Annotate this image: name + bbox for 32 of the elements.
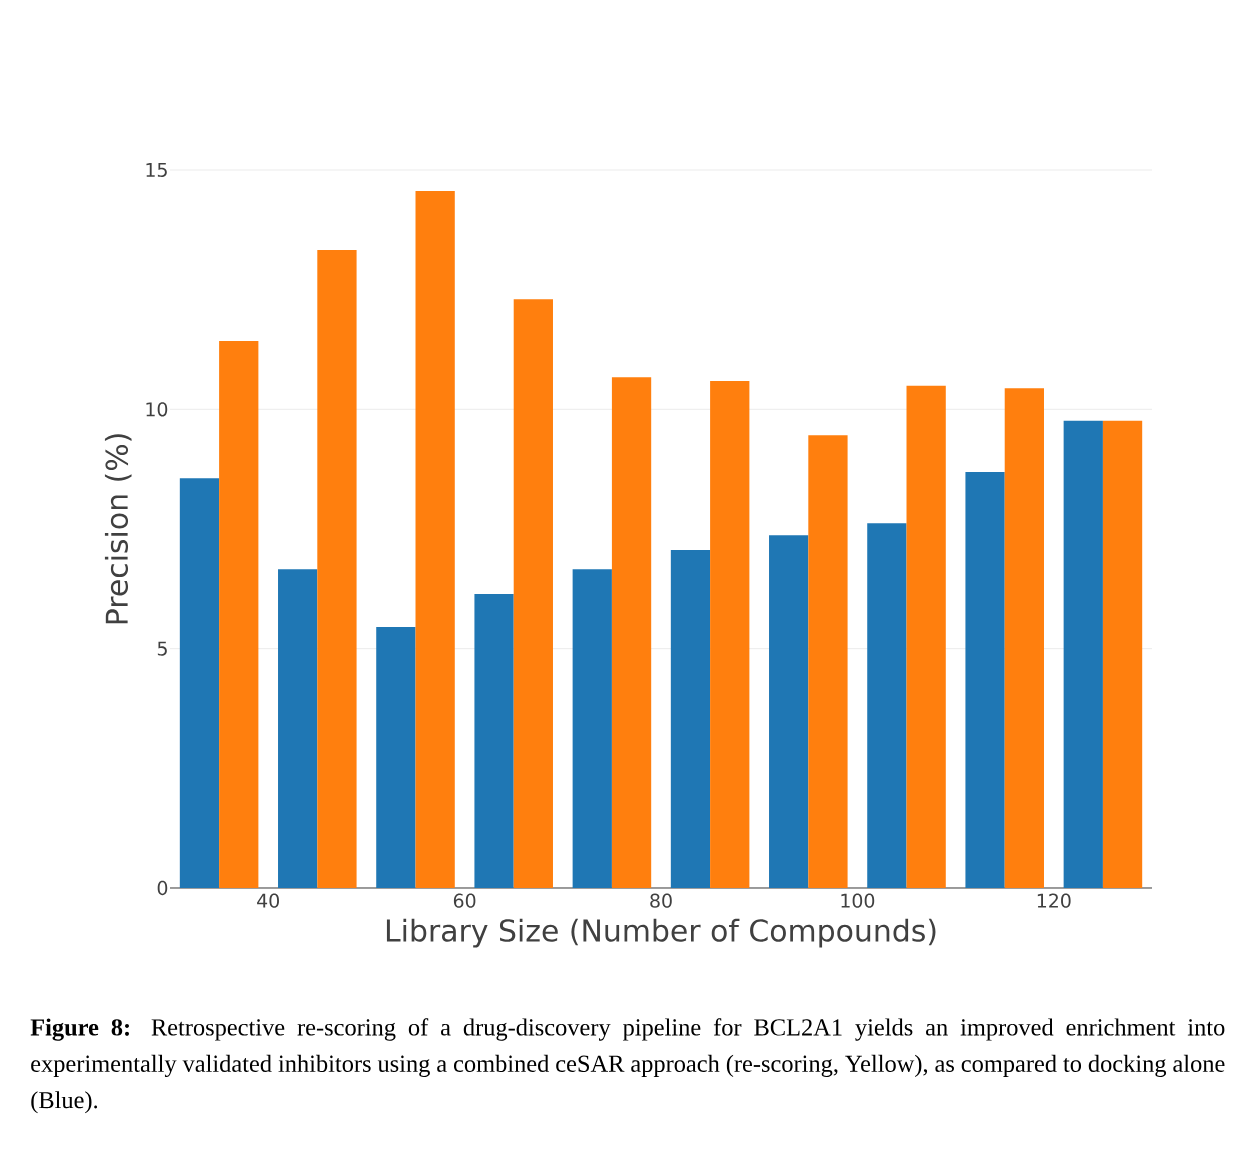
- bar: [906, 385, 946, 888]
- y-tick-label: 5: [157, 641, 167, 656]
- bar: [1063, 420, 1103, 888]
- bar: [317, 249, 357, 888]
- x-axis-title: Library Size (Number of Compounds): [386, 918, 936, 948]
- x-tick-label: 80: [650, 893, 672, 908]
- bar: [867, 523, 907, 888]
- y-tick-label: 0: [157, 880, 168, 896]
- y-axis-title: Precision (%): [104, 434, 132, 624]
- bar: [808, 435, 848, 888]
- text: Figure 8: Retrospective re-scoring of a drug-discovery pipeline for BCL2A1 yields an improved enrichment into experimentally validated inhibitors using a combined ceSAR approach (re-scoring, Yellow), as compared to docking alone (Blue).: [30, 1018, 1225, 1114]
- bar: [179, 478, 220, 888]
- bar: [376, 627, 416, 888]
- bar: [769, 535, 809, 888]
- y-tick-label: 10: [146, 402, 168, 417]
- bar: [513, 299, 553, 888]
- bar: [1004, 388, 1044, 888]
- x-tick-label: 60: [453, 893, 476, 908]
- bar: [278, 569, 318, 888]
- bar: [415, 191, 455, 888]
- bar: [965, 472, 1005, 888]
- bar: [474, 594, 514, 888]
- bar: [611, 377, 652, 888]
- y-tick-label: 15: [146, 162, 167, 178]
- x-tick-label: 120: [1037, 893, 1071, 908]
- bar: [1102, 420, 1143, 888]
- bar: [572, 569, 612, 888]
- bar: [670, 550, 711, 888]
- bar: [710, 381, 750, 888]
- x-tick-label: 100: [841, 893, 875, 908]
- bar: [219, 340, 259, 888]
- x-tick-label: 40: [257, 893, 279, 908]
